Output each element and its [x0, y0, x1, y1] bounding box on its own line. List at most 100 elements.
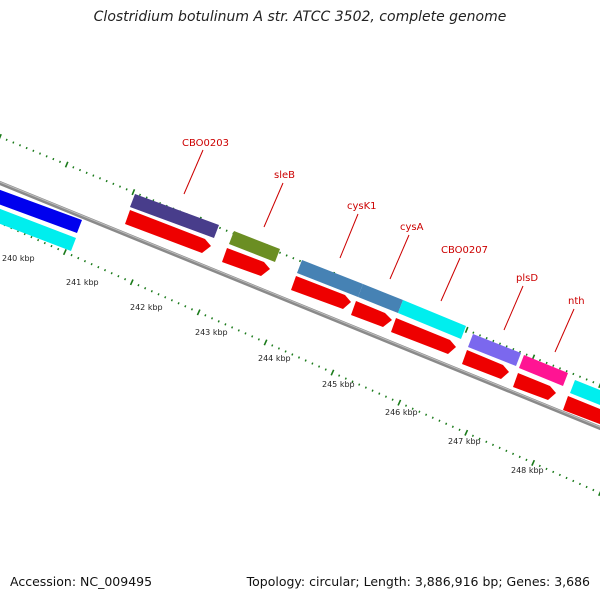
inner-minor-tick — [371, 389, 374, 392]
inner-minor-tick — [70, 253, 73, 257]
outer-minor-tick — [572, 372, 575, 376]
inner-minor-tick — [137, 284, 140, 287]
inner-minor-tick — [592, 488, 595, 492]
outer-minor-tick — [278, 251, 282, 254]
scale-label-241: 241 kbp — [66, 278, 99, 287]
inner-minor-tick — [505, 449, 508, 453]
gene-label-cysa[interactable]: cysA — [400, 222, 424, 233]
gene-label-cbo0207[interactable]: CBO0207 — [441, 245, 488, 256]
feature-blue[interactable] — [0, 188, 82, 233]
outer-minor-tick — [72, 166, 75, 169]
cds-arrow-8[interactable] — [563, 396, 600, 426]
outer-minor-tick — [565, 370, 568, 373]
inner-minor-tick — [117, 275, 120, 278]
label-leaders — [183, 149, 575, 353]
inner-minor-tick — [578, 482, 581, 486]
feature-cbo0203[interactable] — [130, 194, 219, 238]
scale-labels: 240 kbp 241 kbp 242 kbp 243 kbp 244 kbp … — [2, 254, 544, 475]
inner-minor-tick — [30, 235, 33, 239]
inner-minor-tick — [83, 259, 87, 263]
inner-minor-tick — [518, 455, 521, 459]
inner-major-tick — [263, 339, 268, 346]
inner-minor-tick — [244, 332, 247, 335]
cds-arrow-2[interactable] — [222, 248, 270, 276]
outer-minor-tick — [125, 188, 128, 191]
outer-minor-tick — [58, 160, 62, 163]
inner-major-tick — [330, 369, 335, 376]
cds-track — [125, 210, 600, 426]
scale-label-245: 245 kbp — [322, 380, 355, 389]
feature-sleb[interactable] — [229, 231, 280, 262]
inner-minor-tick — [217, 320, 220, 323]
inner-minor-tick — [157, 293, 160, 296]
feature-cyan-left[interactable] — [0, 207, 76, 251]
inner-minor-tick — [384, 395, 388, 398]
inner-minor-tick — [338, 374, 341, 377]
outer-minor-tick — [545, 361, 548, 365]
outer-major-tick — [464, 326, 469, 333]
inner-major-tick — [196, 309, 201, 316]
cds-arrow-5[interactable] — [391, 318, 456, 354]
inner-minor-tick — [210, 317, 214, 320]
scale-label-240: 240 kbp — [2, 254, 35, 263]
inner-minor-tick — [585, 485, 588, 489]
outer-minor-tick — [32, 149, 35, 152]
feature-cysa[interactable] — [358, 284, 403, 313]
inner-minor-tick — [297, 356, 301, 359]
inner-minor-tick — [77, 256, 80, 260]
inner-minor-tick — [271, 344, 274, 347]
feature-cysk1[interactable] — [297, 260, 363, 297]
outer-minor-tick — [85, 171, 88, 175]
leader-plsd — [503, 285, 524, 331]
inner-minor-tick — [177, 302, 180, 305]
inner-minor-tick — [90, 262, 93, 266]
inner-minor-tick — [364, 386, 367, 389]
inner-major-tick — [598, 491, 600, 497]
gene-label-plsd[interactable]: plsD — [516, 273, 538, 284]
inner-minor-tick — [458, 428, 461, 431]
outer-minor-tick — [5, 138, 8, 141]
outer-major-tick — [64, 161, 69, 168]
inner-minor-tick — [50, 244, 53, 248]
outer-minor-tick — [118, 185, 122, 188]
leader-cbo0203 — [183, 149, 204, 195]
cds-arrow-6[interactable] — [462, 350, 509, 379]
outer-minor-tick — [285, 254, 288, 257]
inner-minor-tick — [170, 299, 173, 302]
outer-minor-tick — [578, 375, 582, 378]
gene-label-cbo0203[interactable]: CBO0203 — [182, 138, 229, 149]
scale-label-246: 246 kbp — [385, 408, 418, 417]
outer-minor-tick — [492, 339, 495, 343]
gene-labels: CBO0203 sleB cysK1 cysA CBO0207 plsD nth — [182, 138, 585, 307]
scale-label-242: 242 kbp — [130, 303, 163, 312]
outer-minor-tick — [112, 182, 115, 186]
cds-arrow-4[interactable] — [351, 301, 392, 327]
feature-nth[interactable] — [519, 355, 568, 386]
outer-minor-tick — [18, 144, 22, 147]
inner-major-tick — [62, 249, 67, 256]
inner-minor-tick — [438, 419, 441, 422]
outer-minor-tick — [225, 229, 228, 232]
inner-minor-tick — [431, 416, 434, 419]
outer-minor-tick — [52, 157, 55, 161]
feature-track — [0, 188, 600, 407]
feature-cyan-right[interactable] — [570, 380, 600, 407]
outer-minor-tick — [498, 342, 502, 345]
inner-major-tick — [129, 279, 134, 286]
inner-minor-tick — [43, 241, 46, 245]
feature-plsd[interactable] — [468, 334, 521, 366]
inner-minor-tick — [311, 362, 314, 365]
inner-minor-tick — [418, 410, 421, 413]
map-title: Clostridium botulinum A str. ATCC 3502, … — [93, 9, 507, 25]
inner-minor-tick — [37, 238, 40, 242]
cds-arrow-7[interactable] — [513, 373, 556, 400]
feature-cbo0207[interactable] — [398, 300, 466, 339]
outer-minor-tick — [525, 353, 528, 356]
gene-label-nth[interactable]: nth — [568, 296, 585, 307]
cds-arrow-3[interactable] — [291, 276, 351, 309]
inner-minor-tick — [451, 425, 454, 428]
gene-label-sleb[interactable]: sleB — [274, 170, 295, 181]
cds-arrow-1[interactable] — [125, 210, 211, 253]
inner-minor-tick — [565, 476, 568, 480]
gene-label-cysk1[interactable]: cysK1 — [347, 201, 377, 212]
